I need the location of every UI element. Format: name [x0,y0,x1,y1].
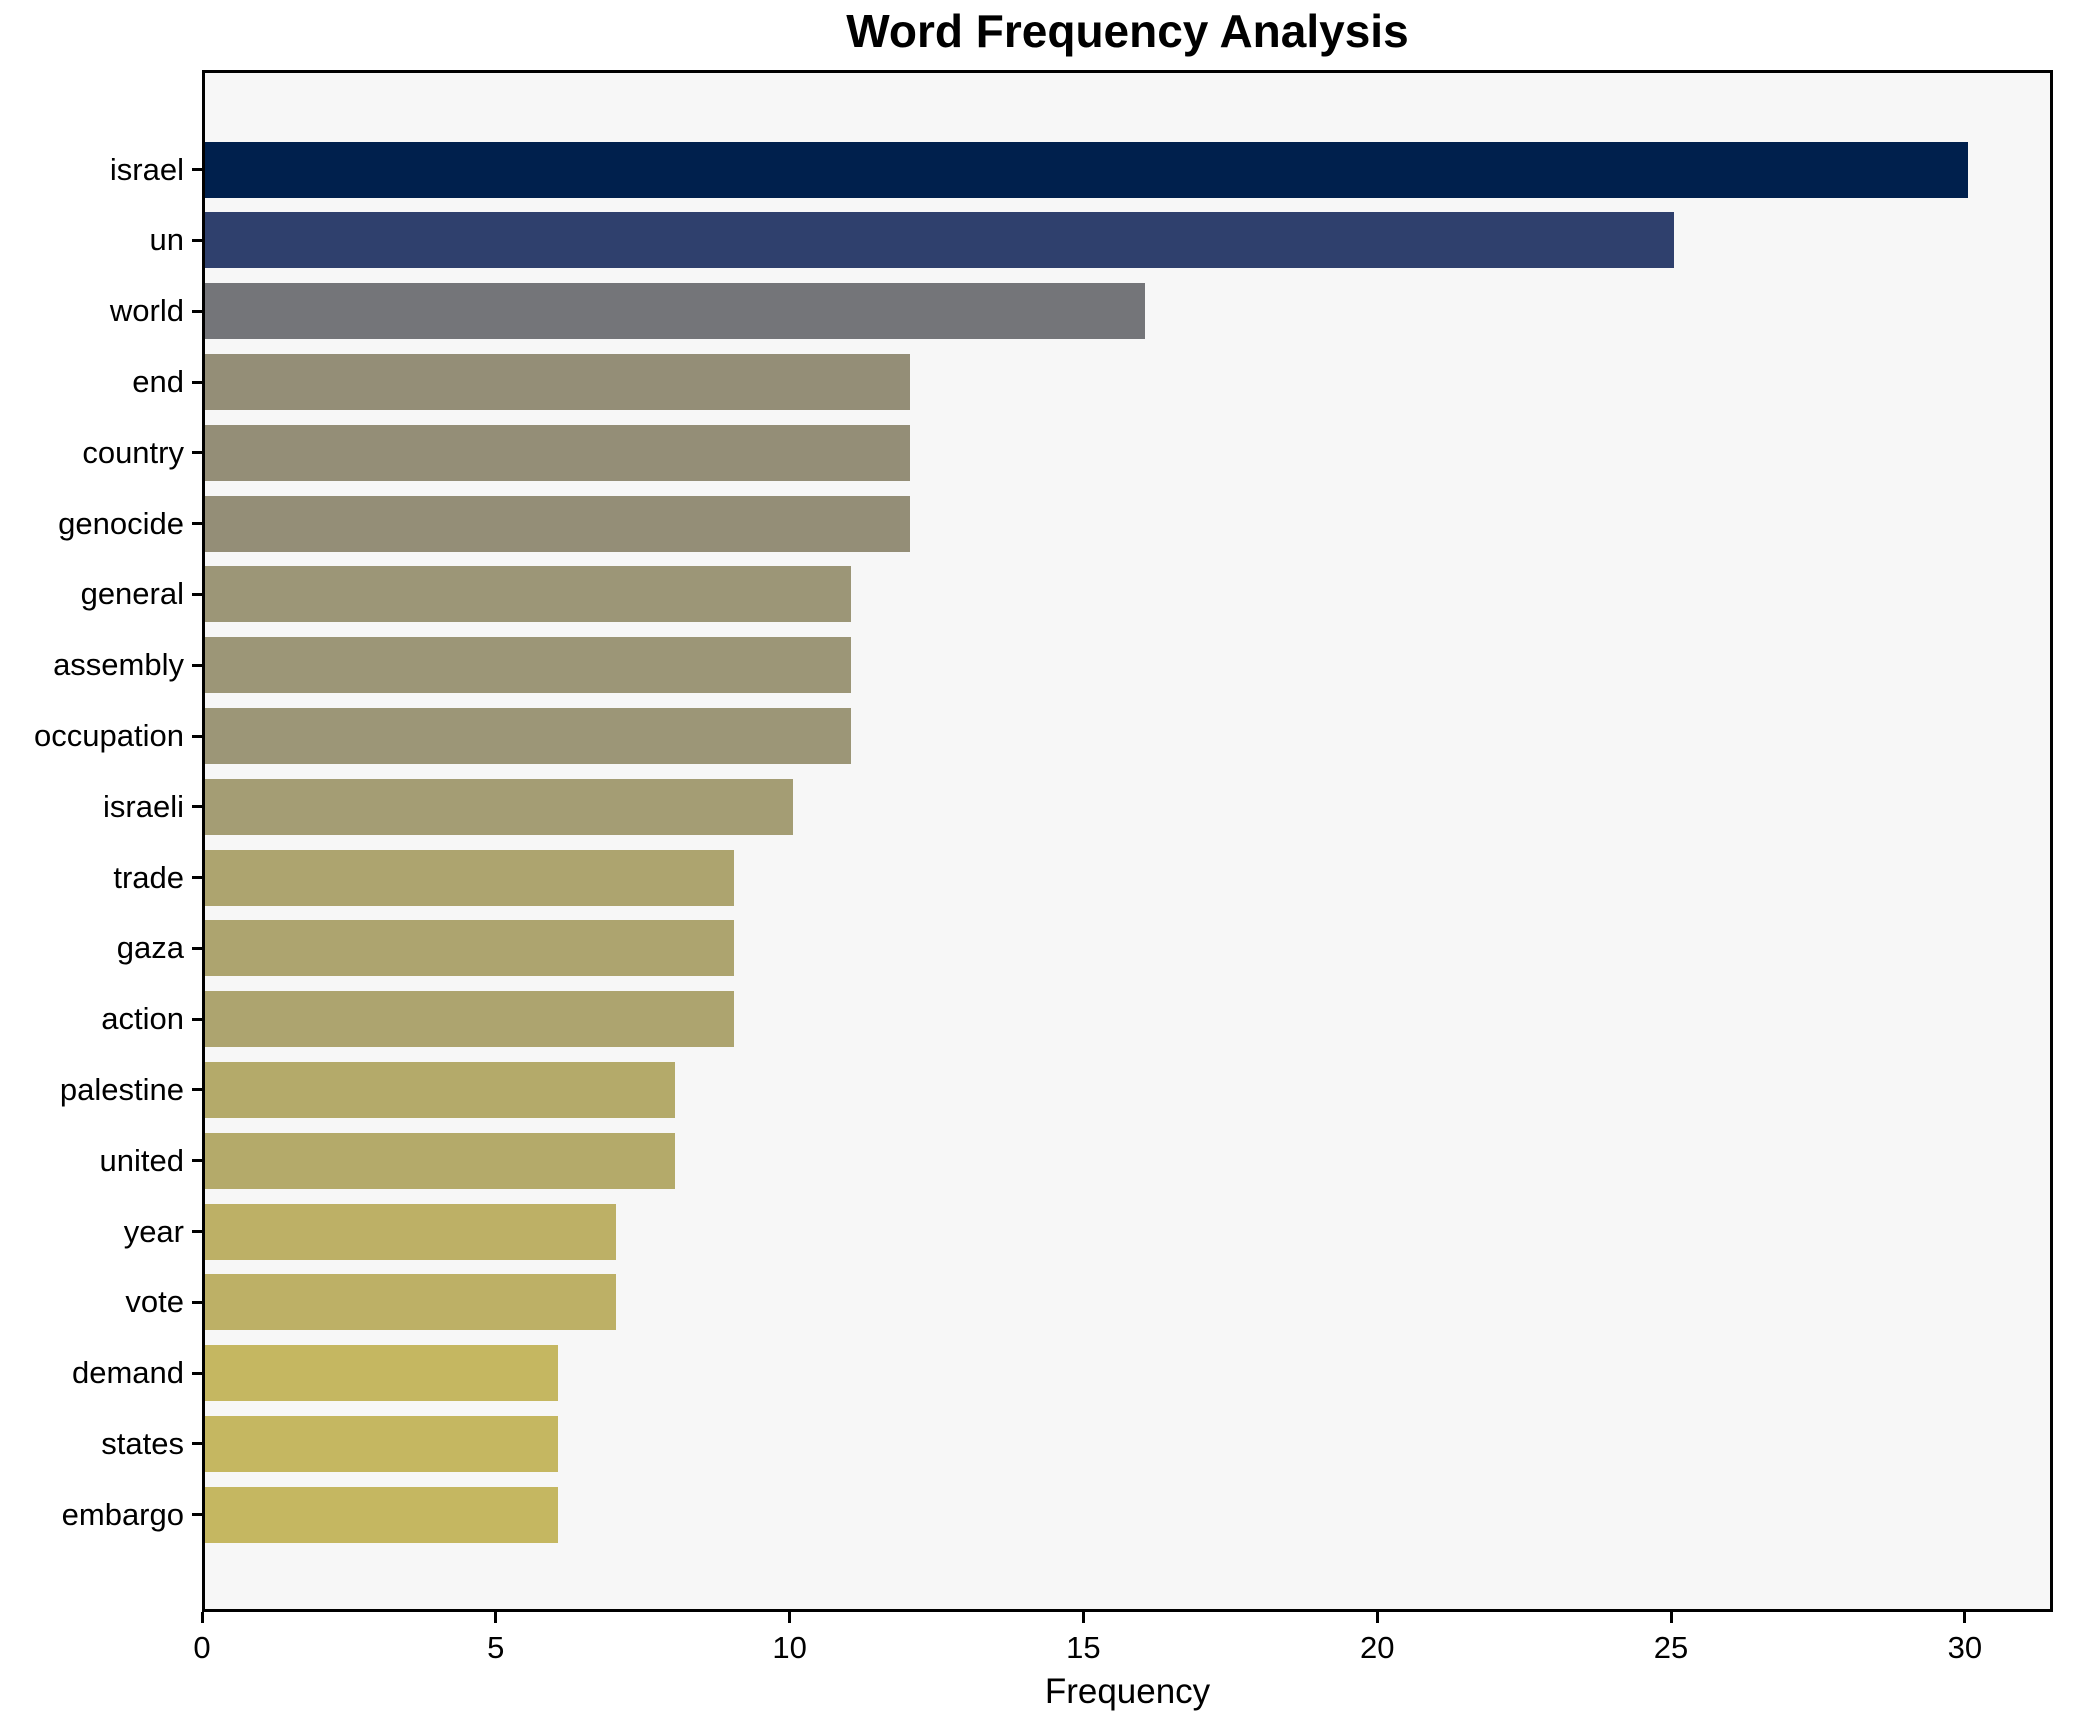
x-axis-label: Frequency [1044,1672,1211,1711]
ytick-label-vote: vote [125,1284,184,1320]
ytick-mark [192,238,202,242]
plot-area [202,70,2053,1612]
ytick-label-embargo: embargo [61,1496,184,1532]
ytick-mark [192,309,202,313]
bar-general [205,566,852,623]
bar-occupation [205,708,852,765]
xtick-label-30: 30 [1947,1630,1983,1665]
bar-un [205,212,1675,269]
ytick-label-assembly: assembly [53,647,184,683]
ytick-label-occupation: occupation [34,718,184,754]
ytick-label-year: year [123,1213,184,1249]
chart-title: Word Frequency Analysis [846,5,1409,57]
ytick-mark [192,1159,202,1163]
bar-united [205,1132,676,1189]
bar-year [205,1203,617,1260]
xtick-label-20: 20 [1359,1630,1395,1665]
ytick-label-general: general [80,576,184,612]
ytick-mark [192,1442,202,1446]
bar-states [205,1415,558,1472]
ytick-mark [192,1017,202,1021]
xtick-label-0: 0 [193,1630,211,1665]
bar-israel [205,141,1968,198]
ytick-label-states: states [101,1425,184,1461]
ytick-label-palestine: palestine [59,1071,184,1107]
ytick-label-country: country [82,434,184,470]
ytick-label-demand: demand [71,1355,184,1391]
bar-end [205,354,911,411]
ytick-label-end: end [132,364,184,400]
xtick-mark [1963,1612,1967,1623]
ytick-mark [192,380,202,384]
ytick-label-action: action [101,1001,184,1037]
bar-world [205,283,1146,340]
xtick-mark [494,1612,498,1623]
bar-embargo [205,1486,558,1543]
ytick-mark [192,663,202,667]
ytick-label-gaza: gaza [116,930,184,966]
ytick-mark [192,1513,202,1517]
bar-assembly [205,637,852,694]
xtick-mark [200,1612,204,1623]
ytick-mark [192,1371,202,1375]
ytick-label-genocide: genocide [58,505,184,541]
xtick-mark [1081,1612,1085,1623]
ytick-mark [192,168,202,172]
xtick-mark [1375,1612,1379,1623]
ytick-mark [192,734,202,738]
ytick-mark [192,1300,202,1304]
ytick-label-trade: trade [113,859,184,895]
ytick-mark [192,592,202,596]
bar-demand [205,1345,558,1402]
ytick-label-israeli: israeli [103,788,184,824]
bar-palestine [205,1061,676,1118]
ytick-mark [192,946,202,950]
bar-vote [205,1274,617,1331]
ytick-mark [192,876,202,880]
xtick-label-10: 10 [772,1630,807,1665]
ytick-label-world: world [109,293,184,329]
ytick-mark [192,451,202,455]
ytick-label-un: un [149,222,184,258]
xtick-mark [1669,1612,1673,1623]
ytick-mark [192,1088,202,1092]
ytick-label-israel: israel [109,151,184,187]
bar-trade [205,849,734,906]
xtick-mark [788,1612,792,1623]
xtick-label-15: 15 [1066,1630,1101,1665]
xtick-label-25: 25 [1653,1630,1689,1665]
bar-gaza [205,920,734,977]
bar-genocide [205,495,911,552]
ytick-mark [192,1230,202,1234]
ytick-mark [192,522,202,526]
ytick-mark [192,805,202,809]
bar-israeli [205,778,793,835]
bar-country [205,424,911,481]
bar-action [205,991,734,1048]
xtick-label-5: 5 [487,1630,505,1665]
ytick-label-united: united [99,1142,184,1178]
